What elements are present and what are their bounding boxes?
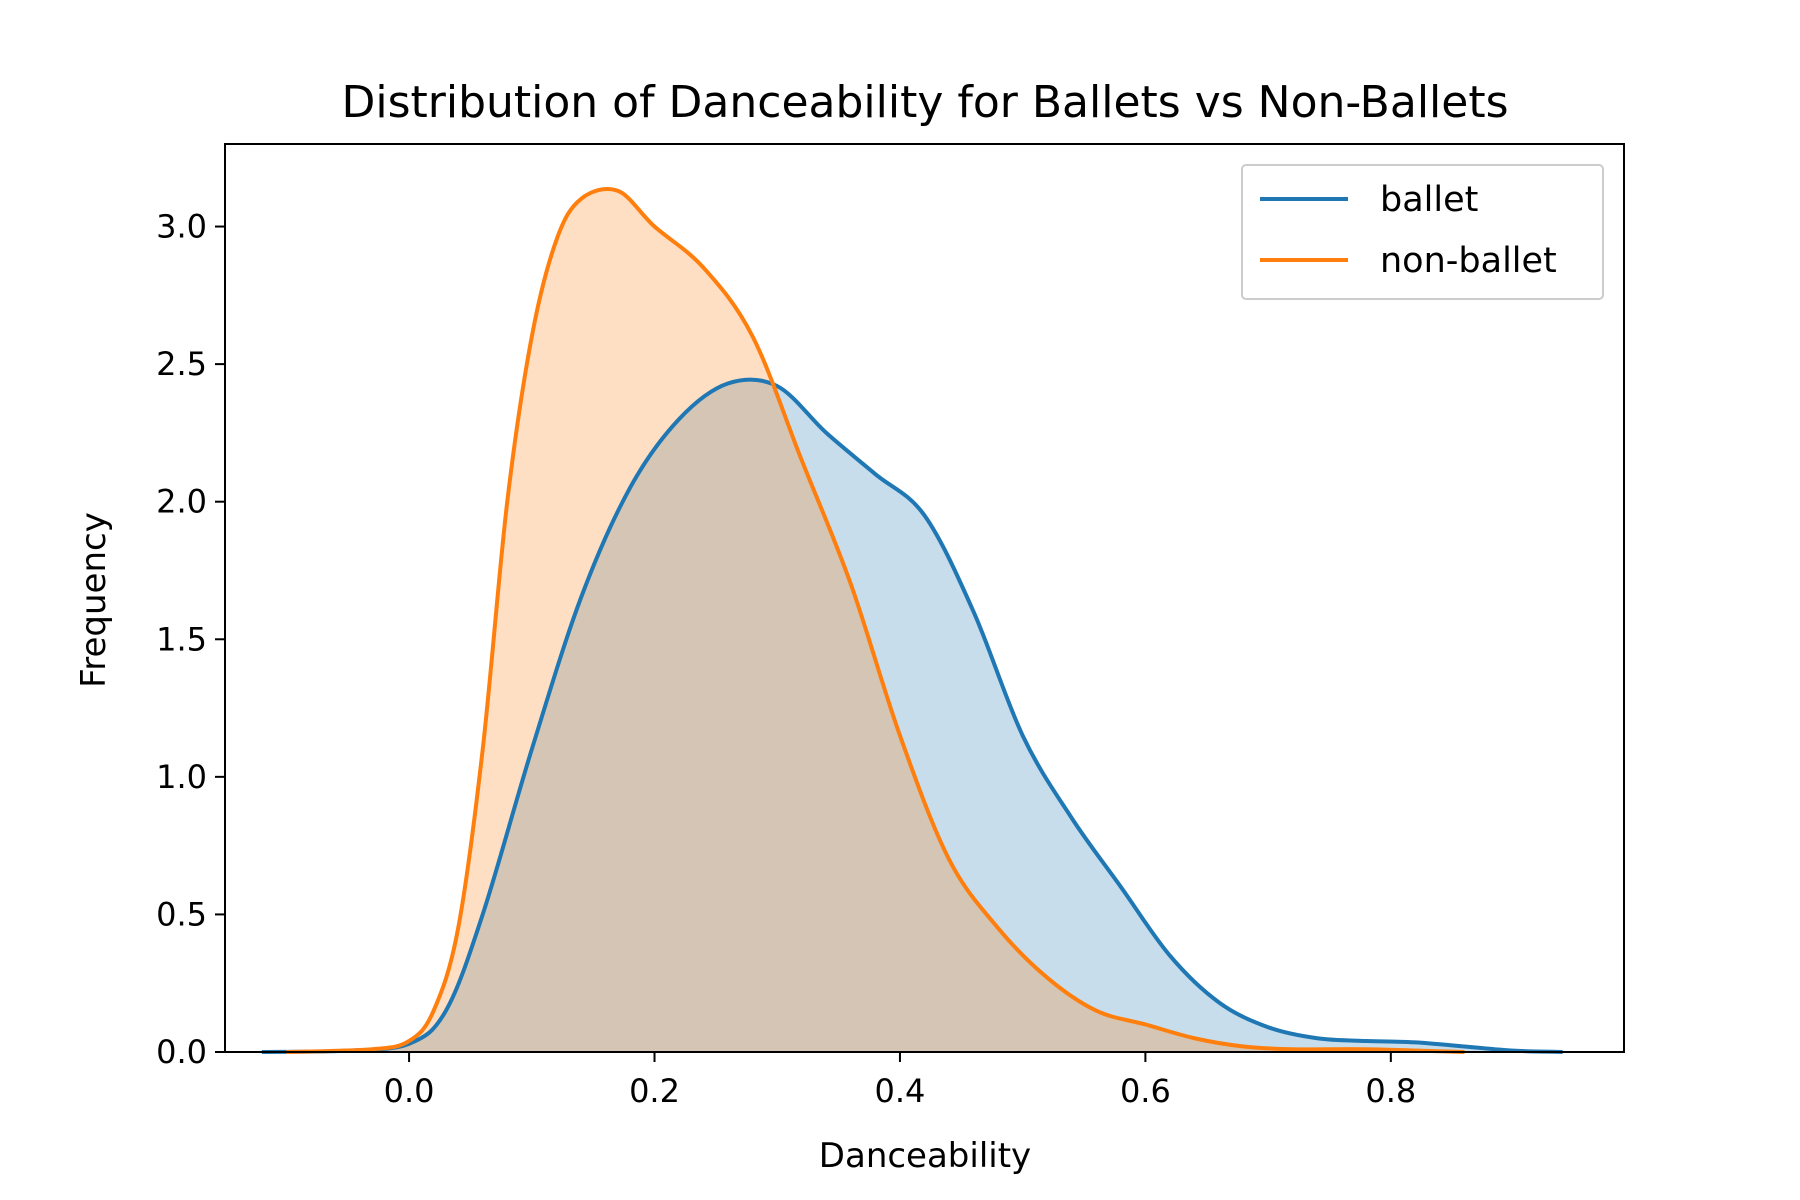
axes-frame (224, 143, 1625, 1053)
legend-label-ballet: ballet (1380, 180, 1478, 220)
legend-label-non-ballet: non-ballet (1380, 241, 1557, 281)
area-fill-non-ballet (286, 188, 1465, 1052)
x-tick-label: 0.2 (629, 1072, 680, 1110)
x-tick-label: 0.0 (384, 1072, 435, 1110)
chart-title: Distribution of Danceability for Ballets… (341, 77, 1508, 128)
lines-layer (261, 186, 1563, 1054)
series-line-ballet (261, 377, 1563, 1054)
y-tick-label: 1.5 (156, 620, 207, 658)
legend: ballet non-ballet (1241, 164, 1604, 300)
legend-items: ballet non-ballet (1260, 180, 1557, 281)
y-axis-label: Frequency (74, 512, 114, 688)
y-axis-ticks: 0.0 0.5 1.0 1.5 2.0 2.5 3.0 (156, 208, 225, 1071)
series-line-non-ballet (286, 186, 1465, 1054)
y-tick-label: 1.0 (156, 758, 207, 796)
x-axis-ticks: 0.0 0.2 0.4 0.6 0.8 (384, 1052, 1416, 1110)
y-tick-label: 2.0 (156, 483, 207, 521)
y-tick-label: 0.5 (156, 895, 207, 933)
x-tick-label: 0.4 (875, 1072, 926, 1110)
x-tick-label: 0.6 (1120, 1072, 1171, 1110)
fills-layer (261, 188, 1563, 1052)
y-tick-label: 3.0 (156, 208, 207, 246)
y-tick-label: 0.0 (156, 1033, 207, 1071)
x-axis-label: Danceability (819, 1136, 1031, 1176)
area-fill-ballet (261, 379, 1563, 1052)
x-tick-label: 0.8 (1365, 1072, 1416, 1110)
y-tick-label: 2.5 (156, 345, 207, 383)
